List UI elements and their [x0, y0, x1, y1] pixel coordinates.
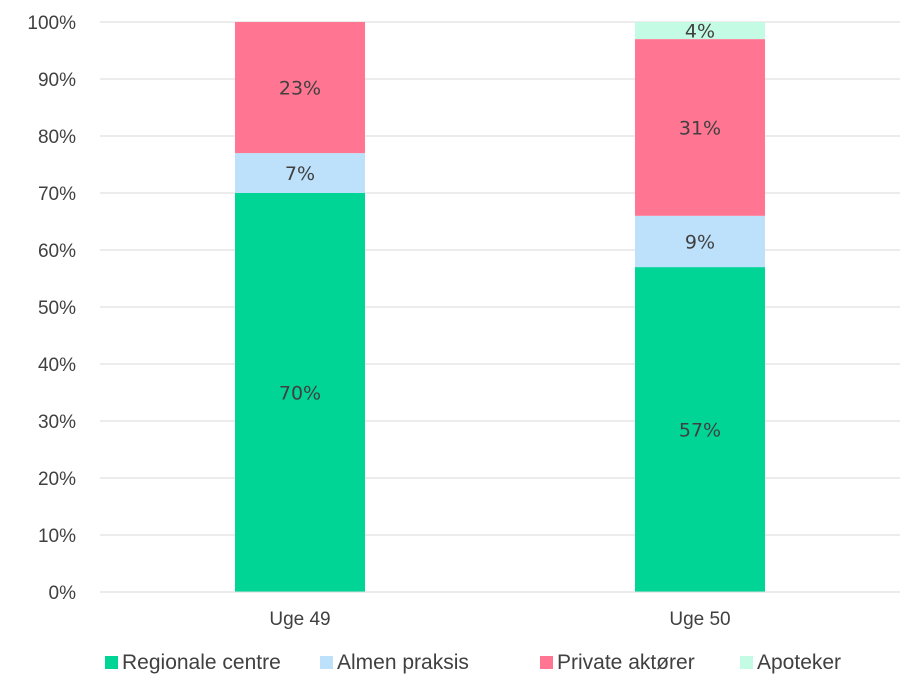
legend-item-almen-praksis: Almen praksis: [320, 651, 469, 674]
legend-item-apoteker: Apoteker: [740, 651, 841, 674]
y-tick-label: 90%: [38, 70, 76, 91]
legend-swatch: [740, 656, 753, 669]
legend-label: Apoteker: [757, 651, 841, 674]
data-label: 57%: [679, 420, 721, 442]
data-label: 4%: [685, 21, 715, 43]
data-label: 31%: [679, 117, 721, 139]
y-tick-label: 60%: [38, 241, 76, 262]
legend-item-regionale-centre: Regionale centre: [105, 651, 281, 674]
legend-label: Regionale centre: [122, 651, 281, 674]
axes: 0% 10% 20% 30% 40% 50% 60% 70% 80% 90% 100% Uge 49 U…: [27, 13, 900, 630]
data-labels: 70% 7% 23% 57% 9% 31% 4%: [279, 21, 721, 442]
bar-segment-regionale-centre-0: [235, 193, 365, 592]
y-tick-label: 20%: [38, 469, 76, 490]
y-tick-label: 70%: [38, 184, 76, 205]
data-label: 9%: [685, 231, 715, 253]
y-tick-label: 40%: [38, 355, 76, 376]
y-tick-label: 100%: [27, 13, 76, 34]
data-label: 70%: [279, 383, 321, 405]
legend-label: Private aktører: [557, 651, 695, 674]
x-tick-label: Uge 49: [269, 609, 330, 630]
gridlines: [100, 21, 900, 536]
bar-segment-regionale-centre-1: [635, 267, 765, 592]
data-label: 23%: [279, 78, 321, 100]
legend-swatch: [320, 656, 333, 669]
bar-segment-apoteker-1: [635, 22, 765, 40]
legend-swatch: [540, 656, 553, 669]
legend-item-private-akt-rer: Private aktører: [540, 651, 695, 674]
bar-segment-almen-praksis-1: [635, 215, 765, 268]
bar-segment-almen-praksis-0: [235, 153, 365, 193]
y-tick-label: 10%: [38, 526, 76, 547]
y-tick-label: 50%: [38, 298, 76, 319]
bar-segment-private-akt-rer-1: [635, 39, 765, 216]
y-tick-label: 80%: [38, 127, 76, 148]
y-tick-label: 30%: [38, 412, 76, 433]
legend-label: Almen praksis: [337, 651, 469, 674]
bars: [235, 22, 765, 592]
x-tick-label: Uge 50: [669, 609, 730, 630]
bar-segment-private-akt-rer-0: [235, 22, 365, 154]
legend-swatch: [105, 656, 118, 669]
data-label: 7%: [285, 163, 315, 185]
y-tick-label: 0%: [49, 583, 77, 604]
legend: Regionale centre Almen praksis Private akt…: [105, 651, 841, 674]
